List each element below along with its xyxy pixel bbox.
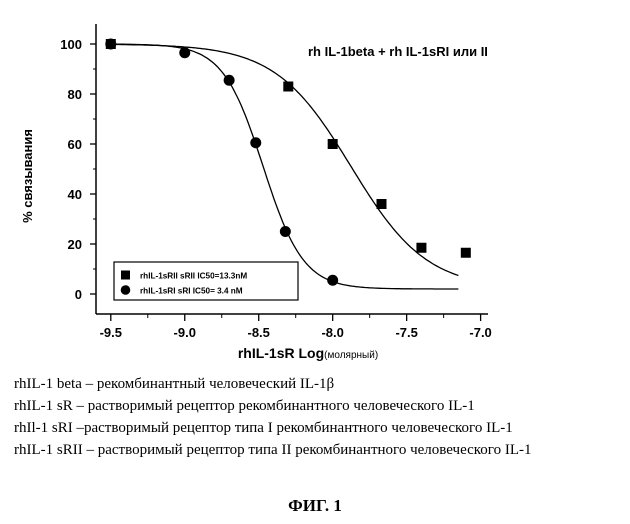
circle-marker [105, 39, 116, 50]
circle-marker [179, 47, 190, 58]
x-tick-label: -7.0 [469, 325, 491, 340]
caption: rhIL-1 beta – рекомбинантный человечески… [14, 373, 626, 461]
square-marker [416, 243, 426, 253]
legend-label: rhIL-1sRI sRI IC50= 3.4 nM [140, 287, 243, 296]
square-marker [461, 248, 471, 258]
legend: rhIL-1sRII sRII IC50=13.3nM rhIL-1sRI sRI… [114, 262, 298, 300]
caption-line: rhIL-1 sRII – растворимый рецептор типа … [14, 439, 626, 461]
binding-chart: 0 20 40 60 80 100 -9.5 -9.0 -8.5 -8.0 -7.5 -7.0 rh … [0, 0, 630, 370]
y-axis-label: % связывания [20, 129, 35, 223]
circle-marker [224, 75, 235, 86]
x-axis-label-unit: (молярный) [324, 350, 378, 361]
fit-curves [111, 44, 459, 289]
square-marker [328, 139, 338, 149]
chart-title: rh IL-1beta + rh IL-1sRI или II [308, 44, 488, 59]
legend-square-marker [121, 271, 130, 280]
x-axis-label: rhIL-1sR Log(молярный) [238, 345, 378, 361]
x-tick-label: -8.0 [321, 325, 343, 340]
square-marker [376, 199, 386, 209]
circle-marker [250, 137, 261, 148]
circle-marker [327, 275, 338, 286]
legend-label: rhIL-1sRII sRII IC50=13.3nM [140, 272, 247, 281]
y-tick-label: 100 [60, 37, 82, 52]
legend-circle-marker [121, 285, 131, 295]
caption-line: rhIl-1 sRI –растворимый рецептор типа I … [14, 417, 626, 439]
data-markers [105, 39, 471, 286]
fit-curve [111, 44, 459, 275]
y-tick-label: 40 [68, 187, 82, 202]
caption-line: rhIL-1 beta – рекомбинантный человечески… [14, 373, 626, 395]
x-tick-label: -7.5 [395, 325, 417, 340]
x-tick-label: -9.0 [174, 325, 196, 340]
figure-label: ФИГ. 1 [0, 496, 630, 516]
y-tick-label: 80 [68, 87, 82, 102]
caption-line: rhIL-1 sR – растворимый рецептор рекомби… [14, 395, 626, 417]
x-tick-label: -9.5 [100, 325, 122, 340]
y-tick-label: 0 [75, 287, 82, 302]
circle-marker [280, 226, 291, 237]
y-tick-label: 20 [68, 237, 82, 252]
x-tick-label: -8.5 [248, 325, 270, 340]
square-marker [283, 82, 293, 92]
y-tick-label: 60 [68, 137, 82, 152]
x-axis-label-main: rhIL-1sR Log [238, 345, 324, 361]
